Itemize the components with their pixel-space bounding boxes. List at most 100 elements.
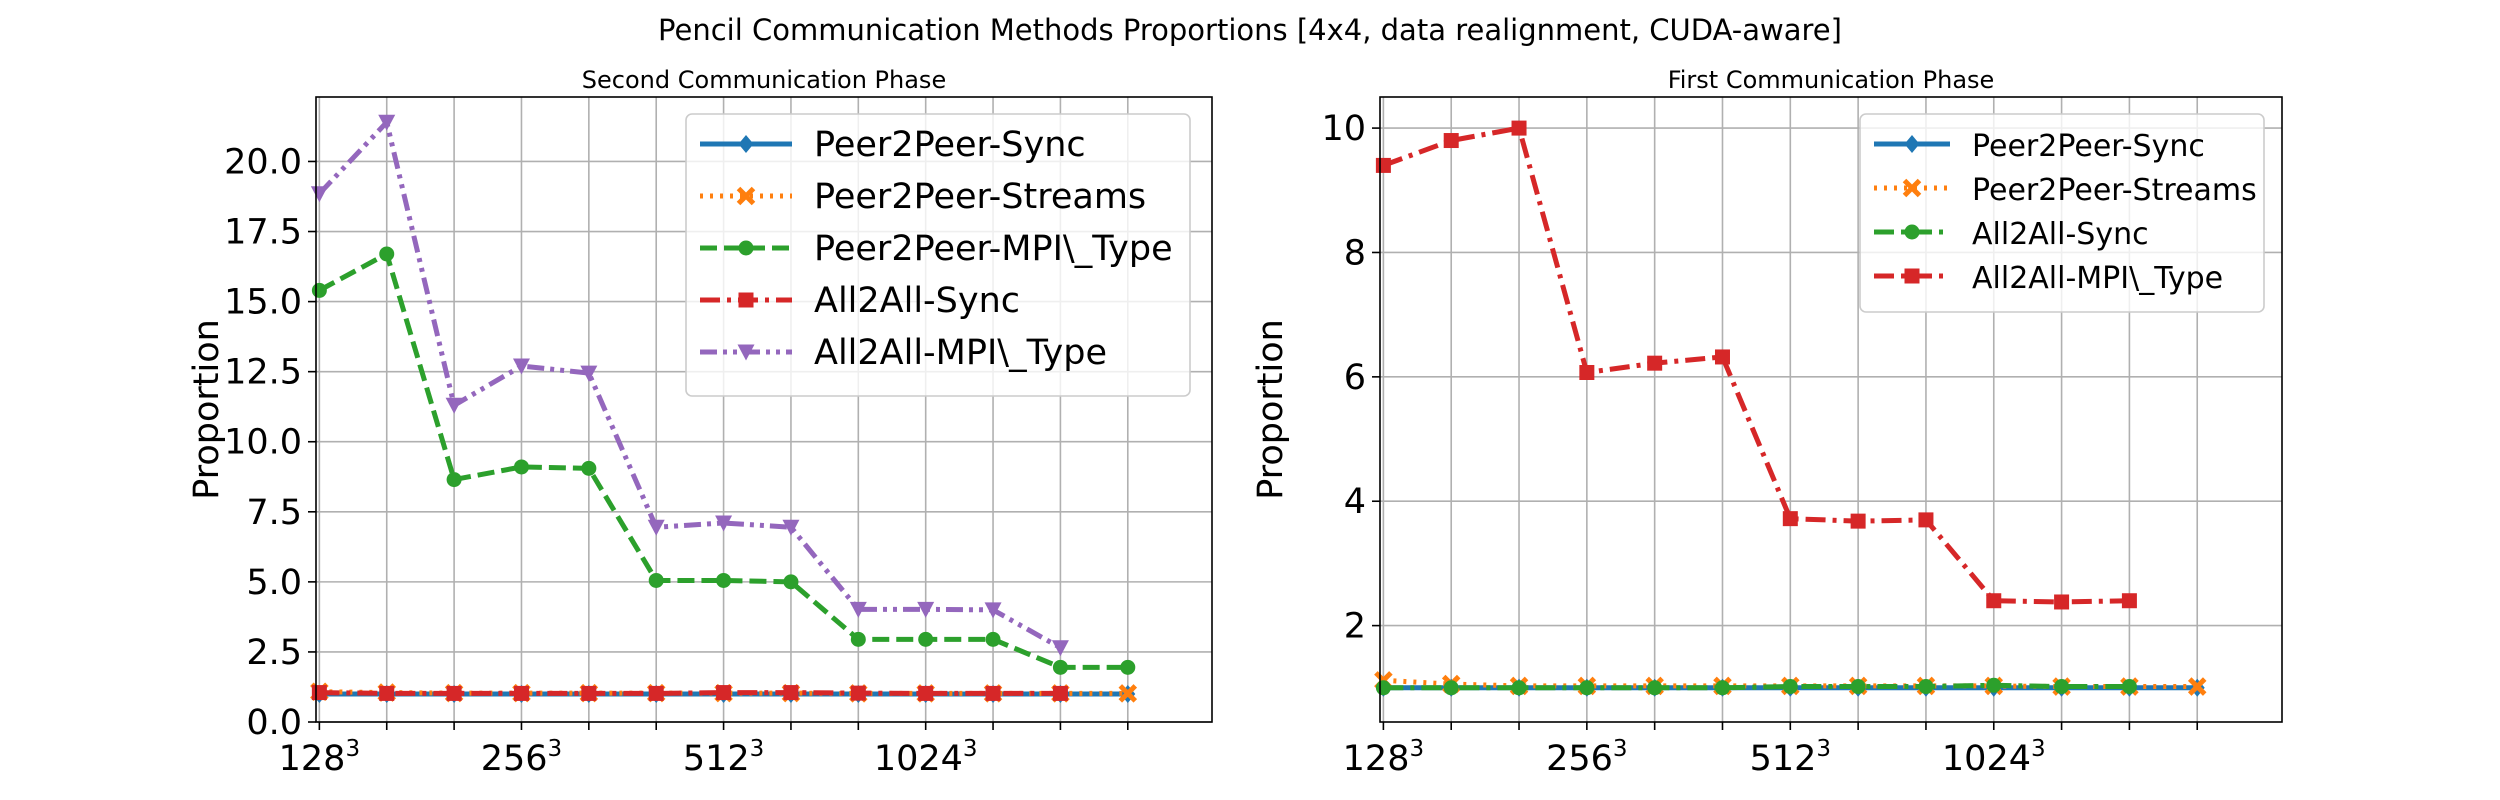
legend-item-all2all-mpi-type: All2All-MPI\_Type xyxy=(1874,261,2223,296)
panel-first-phase: 2 4 6 8 10 1283 2563 5123 10243 First Communicati… xyxy=(1251,66,2283,779)
legend-item-all2all-sync: All2All-Sync xyxy=(1874,217,2149,252)
legend-marker xyxy=(1902,178,1922,198)
data-point xyxy=(1918,679,1934,695)
data-point xyxy=(311,685,327,701)
data-point xyxy=(985,685,1001,701)
y-tick-label: 7.5 xyxy=(246,493,302,533)
data-point xyxy=(917,601,935,618)
data-point xyxy=(985,631,1001,647)
data-point xyxy=(647,519,665,536)
data-point xyxy=(1850,513,1866,529)
data-point xyxy=(1511,120,1527,136)
y-tick-label: 2 xyxy=(1344,607,1366,647)
data-point xyxy=(850,631,866,647)
data-point xyxy=(984,602,1002,619)
x-tick-label: 2563 xyxy=(481,736,562,779)
legend-label: All2All-Sync xyxy=(814,281,1020,321)
data-point xyxy=(1579,680,1595,696)
x-tick-label: 5123 xyxy=(1750,736,1831,779)
data-point xyxy=(918,685,934,701)
data-point xyxy=(513,459,529,475)
x-tick-label: 10243 xyxy=(874,736,978,779)
data-point xyxy=(1051,640,1069,657)
data-point xyxy=(850,685,866,701)
legend-frame xyxy=(685,113,1191,397)
data-point xyxy=(2054,594,2070,610)
legend-marker xyxy=(1904,224,1920,240)
data-point xyxy=(783,685,799,701)
data-point xyxy=(310,186,328,203)
panel-title: Second Communication Phase xyxy=(582,66,946,94)
y-axis-label: Proportion xyxy=(187,319,227,500)
series-all2all-sync xyxy=(1375,677,2137,696)
legend-label: All2All-MPI\_Type xyxy=(814,333,1107,373)
y-tick-label: 10.0 xyxy=(224,423,302,463)
data-point xyxy=(2054,679,2070,695)
data-point xyxy=(1986,593,2002,609)
plot-frame xyxy=(315,96,1213,723)
data-point xyxy=(1443,680,1459,696)
y-tick-label: 2.5 xyxy=(246,633,302,673)
data-point xyxy=(378,114,396,131)
legend-label: Peer2Peer-MPI\_Type xyxy=(814,229,1173,269)
data-point xyxy=(1511,680,1527,696)
legend-label: Peer2Peer-Sync xyxy=(1972,129,2205,164)
x-tick-label: 1283 xyxy=(279,736,360,779)
data-point xyxy=(715,515,733,532)
data-point xyxy=(1443,133,1459,149)
data-point xyxy=(1375,157,1391,173)
legend-item-peer2peer-sync: Peer2Peer-Sync xyxy=(1874,129,2205,164)
y-tick-label: 10 xyxy=(1321,109,1366,149)
data-point xyxy=(716,685,732,701)
data-point xyxy=(513,685,529,701)
data-point xyxy=(1918,512,1934,528)
legend-marker xyxy=(738,292,754,308)
y-tick-label: 15.0 xyxy=(224,283,302,323)
legend: Peer2Peer-Sync Peer2Peer-Streams All2All-S… xyxy=(1859,113,2265,313)
data-point xyxy=(1375,680,1391,696)
data-point xyxy=(716,572,732,588)
data-point xyxy=(1647,680,1663,696)
legend-item-all2all-mpi-type: All2All-MPI\_Type xyxy=(700,333,1107,373)
data-point xyxy=(782,519,800,536)
data-point xyxy=(446,685,462,701)
y-tick-label: 20.0 xyxy=(224,142,302,182)
panel-second-phase: 0.0 2.5 5.0 7.5 10.0 12.5 15.0 17.5 20.0 1283 2563… xyxy=(187,66,1213,779)
y-tick-label: 0.0 xyxy=(246,703,302,743)
data-point xyxy=(379,246,395,262)
x-tick-label: 10243 xyxy=(1942,736,2046,779)
data-point xyxy=(1782,511,1798,527)
data-point xyxy=(783,574,799,590)
data-point xyxy=(1052,659,1068,675)
series-all2all-sync xyxy=(311,685,1068,701)
data-point xyxy=(1850,679,1866,695)
data-point xyxy=(1986,677,2002,693)
data-point xyxy=(580,365,598,382)
y-tick-label: 12.5 xyxy=(224,353,302,393)
data-point xyxy=(379,685,395,701)
data-point xyxy=(1647,355,1663,371)
y-axis-label: Proportion xyxy=(1251,319,1291,500)
data-point xyxy=(1714,349,1730,365)
legend-item-all2all-sync: All2All-Sync xyxy=(700,281,1020,321)
plot-frame xyxy=(1379,96,2283,723)
data-point xyxy=(2187,677,2207,696)
legend-label: Peer2Peer-Sync xyxy=(814,125,1086,165)
data-point xyxy=(2121,593,2137,609)
legend-label: All2All-MPI\_Type xyxy=(1972,261,2223,296)
data-point xyxy=(918,631,934,647)
data-point xyxy=(1118,684,1138,703)
x-tick-label: 2563 xyxy=(1546,736,1627,779)
data-point xyxy=(1782,679,1798,695)
data-point xyxy=(512,358,530,375)
legend-item-peer2peer-mpi-type: Peer2Peer-MPI\_Type xyxy=(700,229,1173,269)
data-point xyxy=(849,601,867,618)
data-point xyxy=(445,397,463,414)
legend-item-peer2peer-streams: Peer2Peer-Streams xyxy=(700,177,1146,217)
data-point xyxy=(1052,685,1068,701)
y-tick-label: 6 xyxy=(1344,358,1366,398)
series-line xyxy=(319,690,1061,696)
legend-label: Peer2Peer-Streams xyxy=(814,177,1146,217)
legend-item-peer2peer-sync: Peer2Peer-Sync xyxy=(700,125,1086,165)
